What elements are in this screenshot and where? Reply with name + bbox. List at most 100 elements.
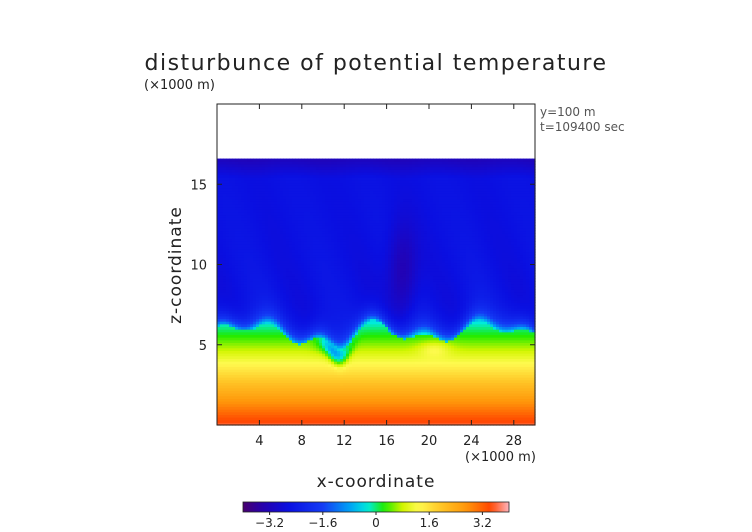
field-cell: [229, 203, 233, 208]
field-cell: [217, 246, 221, 250]
field-cell: [304, 193, 308, 197]
field-cell: [328, 377, 332, 381]
field-cell: [274, 377, 278, 381]
field-cell: [301, 206, 305, 210]
field-cell: [304, 355, 308, 359]
field-cell: [334, 305, 338, 309]
field-cell: [235, 283, 239, 288]
field-cell: [292, 203, 296, 208]
field-cell: [313, 419, 317, 423]
field-cell: [334, 225, 338, 229]
field-cell: [223, 278, 227, 282]
field-cell: [343, 374, 347, 378]
field-cell: [229, 251, 233, 256]
field-cell: [361, 339, 365, 343]
field-cell: [229, 345, 233, 349]
field-cell: [349, 217, 353, 221]
field-cell: [220, 222, 224, 226]
field-cell: [358, 185, 362, 189]
field-cell: [283, 174, 287, 178]
field-cell: [343, 403, 347, 407]
field-cell: [328, 262, 332, 266]
field-cell: [223, 217, 227, 221]
field-cell: [280, 161, 284, 165]
field-cell: [244, 377, 248, 381]
field-cell: [259, 235, 263, 240]
field-cell: [286, 259, 290, 264]
field-cell: [268, 393, 272, 397]
field-cell: [223, 337, 227, 341]
field-cell: [355, 419, 359, 423]
field-cell: [274, 217, 278, 221]
field-cell: [250, 342, 254, 346]
field-cell: [298, 294, 302, 298]
field-cell: [241, 345, 245, 349]
field-cell: [262, 163, 266, 168]
field-cell: [301, 355, 305, 359]
field-cell: [286, 403, 290, 407]
field-cell: [322, 403, 326, 407]
field-cell: [310, 198, 314, 202]
field-cell: [262, 387, 266, 391]
field-cell: [292, 283, 296, 288]
field-cell: [328, 398, 332, 402]
field-cell: [319, 270, 323, 274]
field-cell: [238, 422, 242, 426]
field-cell: [325, 259, 329, 264]
field-cell: [241, 409, 245, 413]
field-cell: [328, 230, 332, 234]
field-cell: [322, 329, 326, 333]
field-cell: [340, 209, 344, 213]
field-cell: [340, 353, 344, 357]
field-cell: [304, 222, 308, 226]
field-cell: [340, 358, 344, 362]
field-cell: [280, 278, 284, 282]
field-cell: [346, 385, 350, 389]
field-cell: [331, 331, 335, 336]
field-cell: [292, 190, 296, 194]
field-cell: [238, 350, 242, 354]
field-cell: [250, 273, 254, 277]
field-cell: [274, 262, 278, 266]
field-cell: [244, 238, 248, 242]
field-cell: [343, 369, 347, 373]
field-cell: [259, 201, 263, 205]
field-cell: [295, 385, 299, 389]
field-cell: [298, 318, 302, 322]
field-cell: [277, 211, 281, 216]
field-cell: [271, 337, 275, 341]
field-cell: [286, 369, 290, 373]
field-cell: [259, 307, 263, 312]
field-cell: [331, 203, 335, 208]
field-cell: [340, 217, 344, 221]
field-cell: [226, 286, 230, 290]
field-cell: [280, 219, 284, 224]
field-cell: [256, 395, 260, 399]
field-cell: [244, 409, 248, 413]
field-cell: [298, 182, 302, 186]
field-cell: [262, 299, 266, 304]
field-cell: [325, 161, 329, 165]
field-cell: [220, 329, 224, 333]
field-cell: [361, 403, 365, 407]
field-cell: [220, 158, 224, 162]
field-cell: [226, 347, 230, 351]
field-cell: [358, 299, 362, 304]
field-cell: [268, 382, 272, 386]
field-cell: [319, 243, 323, 248]
field-cell: [364, 387, 368, 391]
field-cell: [295, 337, 299, 341]
field-cell: [217, 273, 221, 277]
field-cell: [238, 270, 242, 274]
field-cell: [301, 251, 305, 256]
field-cell: [271, 198, 275, 202]
field-cell: [298, 385, 302, 389]
field-cell: [292, 411, 296, 415]
field-cell: [283, 403, 287, 407]
field-cell: [355, 273, 359, 277]
field-cell: [247, 369, 251, 373]
field-cell: [325, 174, 329, 178]
field-cell: [313, 411, 317, 415]
field-cell: [277, 257, 281, 261]
field-cell: [361, 161, 365, 165]
